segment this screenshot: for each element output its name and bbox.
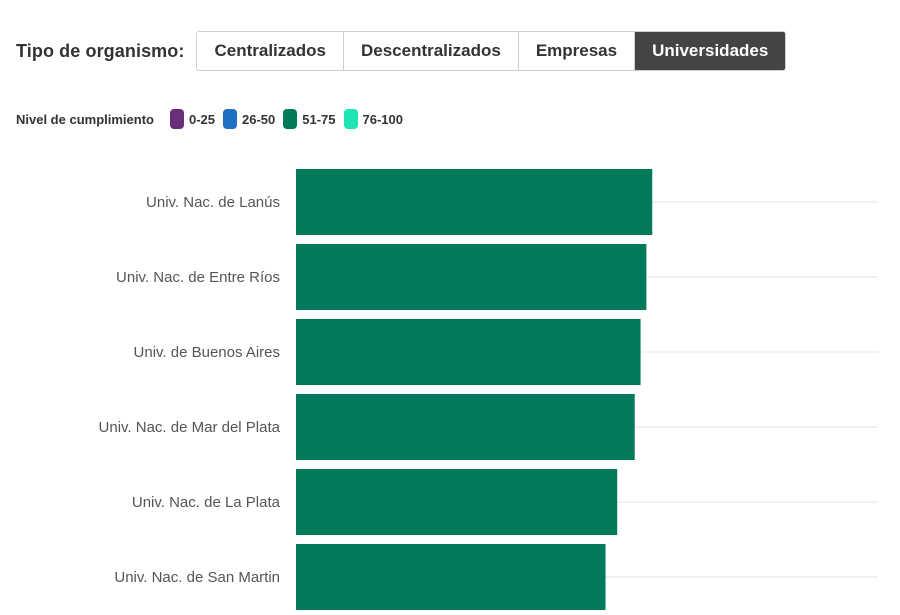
- legend: Nivel de cumplimiento 0-25 26-50 51-75 7…: [16, 107, 411, 131]
- legend-label: 51-75: [302, 111, 336, 127]
- legend-swatch: [223, 109, 238, 129]
- filter-row: Tipo de organismo: Centralizados Descent…: [16, 31, 787, 71]
- category-label: Univ. Nac. de Mar del Plata: [99, 419, 281, 436]
- category-label: Univ. Nac. de San Martin: [114, 569, 280, 586]
- legend-item-51-75: 51-75: [283, 109, 336, 129]
- legend-label: 76-100: [362, 111, 403, 127]
- legend-title: Nivel de cumplimiento: [16, 111, 154, 127]
- legend-item-26-50: 26-50: [223, 109, 275, 129]
- legend-item-0-25: 0-25: [169, 109, 216, 129]
- legend-swatch: [283, 109, 298, 129]
- category-label: Univ. Nac. de Entre Ríos: [116, 269, 280, 286]
- legend-swatch: [169, 109, 184, 129]
- bar[interactable]: [296, 244, 647, 310]
- bar[interactable]: [296, 394, 635, 460]
- option-descentralizados[interactable]: Descentralizados: [343, 32, 519, 70]
- option-universidades[interactable]: Universidades: [635, 32, 786, 70]
- legend-swatch: [343, 109, 358, 129]
- category-label: Univ. Nac. de La Plata: [132, 494, 281, 511]
- category-label: Univ. Nac. de Lanús: [146, 194, 280, 211]
- bar[interactable]: [296, 169, 653, 235]
- legend-item-76-100: 76-100: [343, 109, 403, 129]
- option-centralizados[interactable]: Centralizados: [197, 32, 344, 70]
- legend-label: 26-50: [242, 111, 276, 127]
- bar[interactable]: [296, 544, 606, 610]
- category-label: Univ. de Buenos Aires: [134, 344, 280, 361]
- bar[interactable]: [296, 319, 641, 385]
- bar[interactable]: [296, 469, 618, 535]
- organism-type-selector: Centralizados Descentralizados Empresas …: [196, 31, 787, 71]
- legend-label: 0-25: [188, 111, 216, 127]
- filter-label: Tipo de organismo:: [16, 40, 185, 61]
- option-empresas[interactable]: Empresas: [518, 32, 636, 70]
